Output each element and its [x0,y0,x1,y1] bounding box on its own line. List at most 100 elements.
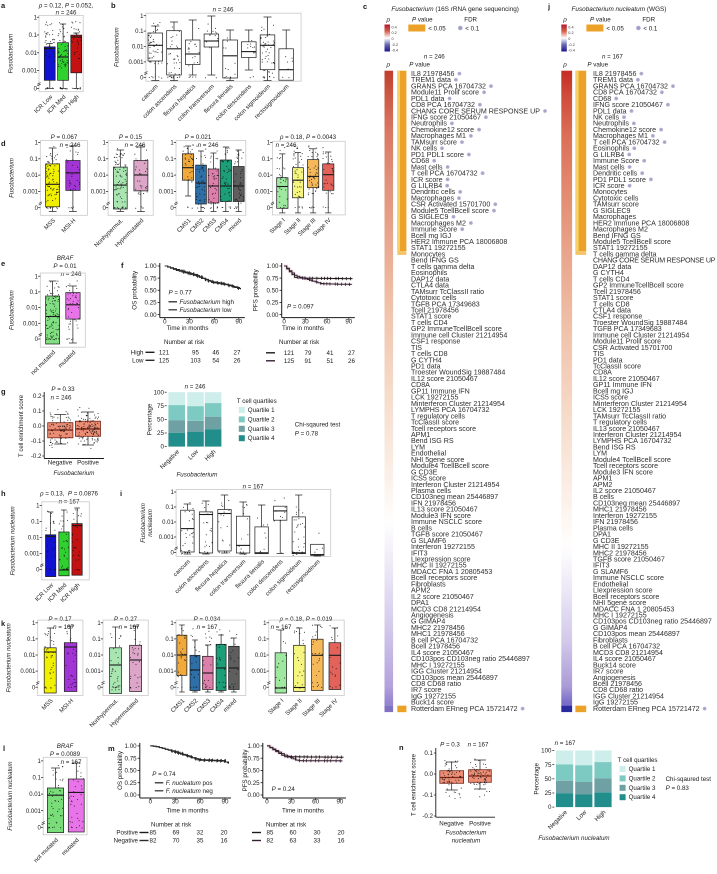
svg-text:= 0.01: = 0.01 [58,263,78,270]
svg-text:0.01: 0.01 [26,173,38,179]
svg-text:Angiogenesis: Angiogenesis [411,612,454,620]
svg-text:0.2: 0.2 [568,31,573,35]
svg-text:0.1: 0.1 [258,637,267,643]
svg-text:MHC II 19272155: MHC II 19272155 [411,562,467,570]
svg-text:Fusobacterium: Fusobacterium [9,158,15,198]
svg-text:F. nucleatum: F. nucleatum [166,788,201,795]
svg-text:IL13 score 21050467: IL13 score 21050467 [411,506,478,514]
svg-text:P: P [295,431,300,438]
svg-text:FDR: FDR [642,17,655,24]
svg-text:= 167: = 167 [471,742,489,749]
svg-text:GP11 Immune IFN: GP11 Immune IFN [411,387,470,395]
svg-text:27: 27 [348,350,355,357]
svg-text:PD1 PDL1 score: PD1 PDL1 score [593,176,646,184]
svg-text:GRANS PCA 16704732: GRANS PCA 16704732 [593,82,668,90]
svg-text:IR7 score: IR7 score [411,686,441,694]
svg-text:25: 25 [545,790,552,797]
svg-text:0: 0 [32,685,36,691]
svg-text:0: 0 [548,804,552,811]
svg-text:OS probability: OS probability [132,270,139,310]
svg-text:Buck14 score: Buck14 score [593,661,636,669]
svg-text:0.01: 0.01 [28,536,40,542]
svg-text:Fusobacterium: Fusobacterium [391,6,434,13]
svg-text:0.1: 0.1 [424,750,433,757]
svg-text:20: 20 [338,830,345,837]
svg-text:33: 33 [314,838,321,845]
svg-text:60: 60 [290,830,297,837]
svg-text:= 0.15: = 0.15 [123,134,143,141]
svg-text:T cell enrichment score: T cell enrichment score [19,394,25,457]
svg-text:0.75: 0.75 [125,755,138,762]
svg-text:= 167: = 167 [274,624,292,631]
svg-text:= 246: = 246 [201,142,219,149]
svg-text:High: High [131,349,144,356]
svg-text:CD68: CD68 [411,157,429,165]
svg-text:IFN 21978456: IFN 21978456 [411,499,456,507]
svg-text:= 0.3: = 0.3 [444,742,460,749]
svg-text:0.1: 0.1 [97,157,106,163]
svg-text:CD103pos CD103neg ratio 254468: CD103pos CD103neg ratio 25446897 [593,618,712,626]
svg-text:1: 1 [36,504,40,510]
svg-text:= 0.097: = 0.097 [291,304,314,311]
svg-text:16: 16 [338,838,345,845]
svg-text:n: n [51,394,55,401]
svg-text:< 0.05: < 0.05 [606,26,624,33]
svg-text:STAT1 19272155: STAT1 19272155 [593,244,648,252]
svg-text:Quartile 1: Quartile 1 [629,766,656,773]
svg-text:P: P [440,742,445,749]
svg-text:Troester WoundSig 19887484: Troester WoundSig 19887484 [411,369,505,377]
svg-text:nucleatum: nucleatum [148,509,154,537]
svg-text:LYMPHS PCA 16704732: LYMPHS PCA 16704732 [593,437,671,445]
svg-text:50: 50 [157,417,164,424]
svg-text:IL12 score 21050467: IL12 score 21050467 [411,375,478,383]
svg-text:1: 1 [35,141,39,147]
svg-text:ρ: ρ [386,62,391,69]
svg-text:B cell PCA 16704732: B cell PCA 16704732 [593,643,660,651]
svg-text:Bcell receptors score: Bcell receptors score [593,593,659,601]
svg-text:30: 30 [186,318,193,325]
svg-text:CHANG CORE SERUM RESPONSE UP: CHANG CORE SERUM RESPONSE UP [411,107,540,115]
svg-text:Bcell mg IGJ: Bcell mg IGJ [411,232,452,240]
svg-text:Quartile 1: Quartile 1 [248,407,275,414]
svg-text:IL2 score 21050467: IL2 score 21050467 [593,487,656,495]
svg-text:TGFB PCA 17349683: TGFB PCA 17349683 [593,325,662,333]
svg-text:= 246: = 246 [54,394,72,401]
svg-text:-0.4: -0.4 [568,49,575,53]
svg-text:Time in months: Time in months [166,325,208,332]
svg-text:IFIT3: IFIT3 [593,562,610,570]
svg-text:0: 0 [149,799,153,806]
svg-text:GP2 ImmuneTcellBcell score: GP2 ImmuneTcellBcell score [593,282,684,290]
svg-text:= 167: = 167 [605,54,623,61]
svg-text:Chi-sqaured test: Chi-sqaured test [295,422,341,429]
svg-text:= 0.034: = 0.034 [198,616,221,623]
svg-text:FDR: FDR [464,17,477,24]
svg-text:Bend IFNG GS: Bend IFNG GS [411,257,459,265]
svg-text:F. nucleatum: F. nucleatum [166,780,201,787]
svg-text:0.01: 0.01 [162,653,174,659]
svg-text:0.1: 0.1 [31,520,40,526]
svg-text:IFIT3: IFIT3 [411,549,428,557]
svg-text:0.01: 0.01 [25,51,37,57]
svg-text:125: 125 [284,358,295,365]
svg-text:35: 35 [197,838,204,845]
svg-text:0: 0 [282,318,286,325]
svg-text:0: 0 [35,337,39,343]
svg-text:30: 30 [172,799,179,806]
svg-text:ρ: ρ [562,17,567,24]
svg-text:Chemokine12 score: Chemokine12 score [593,126,656,134]
svg-text:1: 1 [170,490,174,496]
svg-text:Fusobacterium: Fusobacterium [446,830,487,837]
svg-text:0: 0 [170,551,174,557]
svg-text:0.00: 0.00 [145,312,158,319]
svg-text:(16S: (16S [434,6,451,13]
svg-text:n: n [271,624,275,631]
svg-text:121: 121 [284,350,295,357]
svg-text:0.01: 0.01 [255,653,267,659]
svg-text:j: j [547,2,550,11]
svg-text:LYM: LYM [411,443,425,451]
svg-text:82: 82 [150,838,157,845]
svg-text:91: 91 [305,358,312,365]
svg-text:n: n [399,743,404,752]
svg-text:Cytotoxic cells: Cytotoxic cells [593,194,639,202]
svg-text:P: P [287,304,292,311]
